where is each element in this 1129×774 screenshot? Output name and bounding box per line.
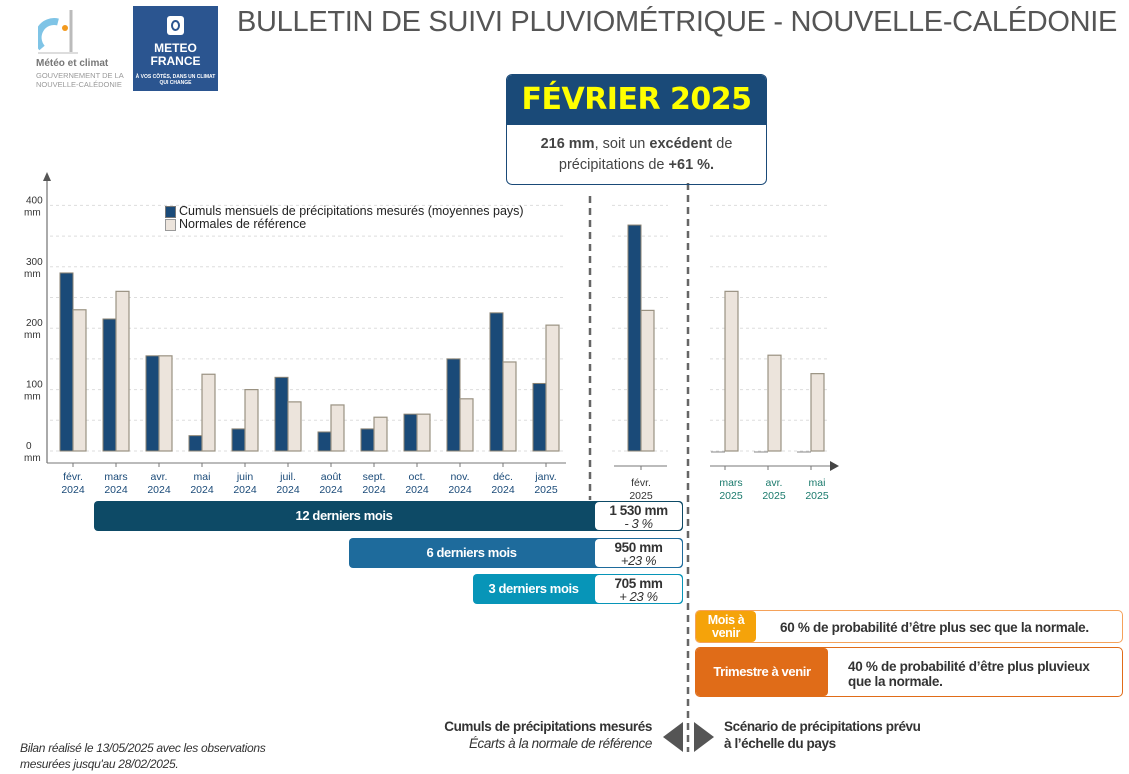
- x-tick-label-month: mai: [194, 471, 211, 483]
- x-tick-label-year: 2025: [534, 484, 558, 496]
- meteo-climat-logo: Météo et climat GOUVERNEMENT DE LA NOUVE…: [30, 8, 125, 90]
- month-summary-box: FÉVRIER 2025 216 mm, soit un excédent de…: [506, 74, 767, 185]
- x-tick-label-month: août: [321, 471, 342, 483]
- bar-measured: [360, 428, 375, 452]
- bar-normal: [640, 309, 655, 452]
- month-title: FÉVRIER 2025: [507, 75, 766, 125]
- meteo-france-logo: METEO FRANCE À VOS CÔTÉS, DANS UN CLIMAT…: [133, 6, 218, 91]
- x-tick-label-month: oct.: [409, 471, 426, 483]
- bar-measured: [59, 272, 74, 452]
- y-tick-unit: mm: [24, 207, 41, 218]
- footer-left-caption: Cumuls de précipitations mesurés Écarts à…: [444, 719, 652, 751]
- x-tick-label-year: 2024: [405, 484, 429, 496]
- x-tick-label-year: 2025: [805, 490, 829, 502]
- chart-legend: Cumuls mensuels de précipitations mesuré…: [163, 205, 524, 231]
- arrow-right-icon: [694, 722, 714, 752]
- bar-normal: [767, 354, 782, 452]
- bar-normal: [373, 416, 388, 452]
- bar-measured: [446, 358, 461, 452]
- cumul-3-months: 3 derniers mois 705 mm + 23 %: [473, 574, 683, 604]
- x-tick-label-month: nov.: [450, 471, 469, 483]
- x-tick-label-year: 2024: [362, 484, 386, 496]
- y-tick-unit: mm: [24, 269, 41, 280]
- x-tick-label-month: sept.: [363, 471, 386, 483]
- cumul-12-months: 12 derniers mois 1 530 mm - 3 %: [94, 501, 683, 531]
- x-tick-label-month: janv.: [534, 471, 556, 483]
- legend-measured: Cumuls mensuels de précipitations mesuré…: [163, 205, 524, 218]
- bar-measured: [145, 355, 160, 452]
- x-tick-label-year: 2024: [276, 484, 300, 496]
- x-tick-label-month: mai: [809, 477, 826, 489]
- bar-normal: [115, 290, 130, 452]
- x-tick-label-year: 2025: [719, 490, 743, 502]
- y-tick-unit: mm: [24, 330, 41, 341]
- x-tick-label-month: févr.: [63, 471, 83, 483]
- x-tick-label-year: 2024: [448, 484, 472, 496]
- x-tick-label-year: 2025: [762, 490, 786, 502]
- bar-normal: [330, 404, 345, 452]
- x-tick-label-year: 2024: [190, 484, 214, 496]
- x-tick-label-month: mars: [719, 477, 742, 489]
- y-tick-label: 100: [26, 380, 43, 391]
- bar-normal: [72, 309, 87, 452]
- bar-normal: [416, 413, 431, 452]
- y-tick-label: 200: [26, 318, 43, 329]
- x-tick-label-month: avr.: [766, 477, 783, 489]
- y-axis-arrow-icon: [43, 172, 51, 181]
- page-title: BULLETIN DE SUIVI PLUVIOMÉTRIQUE - NOUVE…: [237, 6, 1118, 38]
- bar-normal: [545, 324, 560, 452]
- bar-measured: [274, 376, 289, 452]
- x-tick-label-month: déc.: [493, 471, 513, 483]
- bar-normal: [287, 401, 302, 452]
- bar-measured: [102, 318, 117, 452]
- x-tick-label-year: 2024: [233, 484, 257, 496]
- bar-measured: [231, 428, 246, 452]
- bar-normal: [459, 398, 474, 452]
- x-tick-label-month: avr.: [151, 471, 168, 483]
- x-tick-label-month: juin: [236, 471, 254, 483]
- arrow-left-icon: [663, 722, 683, 752]
- x-tick-label-year: 2024: [319, 484, 343, 496]
- bar-normal: [810, 373, 825, 452]
- bar-measured: [532, 382, 547, 452]
- bar-normal: [502, 361, 517, 452]
- bar-measured: [627, 224, 642, 452]
- bar-measured: [188, 435, 203, 452]
- bar-normal: [158, 355, 173, 452]
- legend-normal: Normales de référence: [163, 218, 524, 231]
- y-tick-label: 300: [26, 257, 43, 268]
- y-tick-unit: mm: [24, 453, 41, 464]
- x-tick-label-month: mars: [104, 471, 127, 483]
- bar-normal: [724, 290, 739, 452]
- bar-measured: [489, 312, 504, 452]
- x-tick-label-month: févr.: [631, 477, 651, 489]
- bar-normal: [244, 389, 259, 452]
- forecast-quarter: Trimestre à venir 40 % de probabilité d’…: [695, 647, 1123, 697]
- x-tick-label-year: 2025: [629, 490, 653, 502]
- bar-normal: [201, 373, 216, 452]
- bar-measured: [317, 431, 332, 452]
- x-tick-label-year: 2024: [147, 484, 171, 496]
- y-tick-unit: mm: [24, 392, 41, 403]
- x-tick-label-year: 2024: [61, 484, 85, 496]
- month-summary: 216 mm, soit un excédent de précipitatio…: [540, 136, 733, 173]
- cumul-6-months: 6 derniers mois 950 mm +23 %: [349, 538, 683, 568]
- y-tick-label: 0: [26, 441, 32, 452]
- nautilus-logo-icon: [38, 10, 78, 54]
- footer-right-caption: Scénario de précipitations prévu à l’éche…: [724, 719, 921, 751]
- y-tick-label: 400: [26, 195, 43, 206]
- x-tick-label-year: 2024: [491, 484, 515, 496]
- forecast-month: Mois à venir 60 % de probabilité d’être …: [695, 610, 1123, 643]
- x-tick-label-month: juil.: [279, 471, 296, 483]
- x-axis-arrow-icon: [830, 461, 839, 471]
- x-tick-label-year: 2024: [104, 484, 128, 496]
- bar-measured: [403, 413, 418, 452]
- meteo-france-emblem-icon: [167, 16, 184, 35]
- footer-note: Bilan réalisé le 13/05/2025 avec les obs…: [20, 741, 266, 771]
